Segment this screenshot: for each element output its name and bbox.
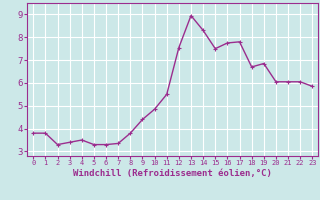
X-axis label: Windchill (Refroidissement éolien,°C): Windchill (Refroidissement éolien,°C) xyxy=(73,169,272,178)
